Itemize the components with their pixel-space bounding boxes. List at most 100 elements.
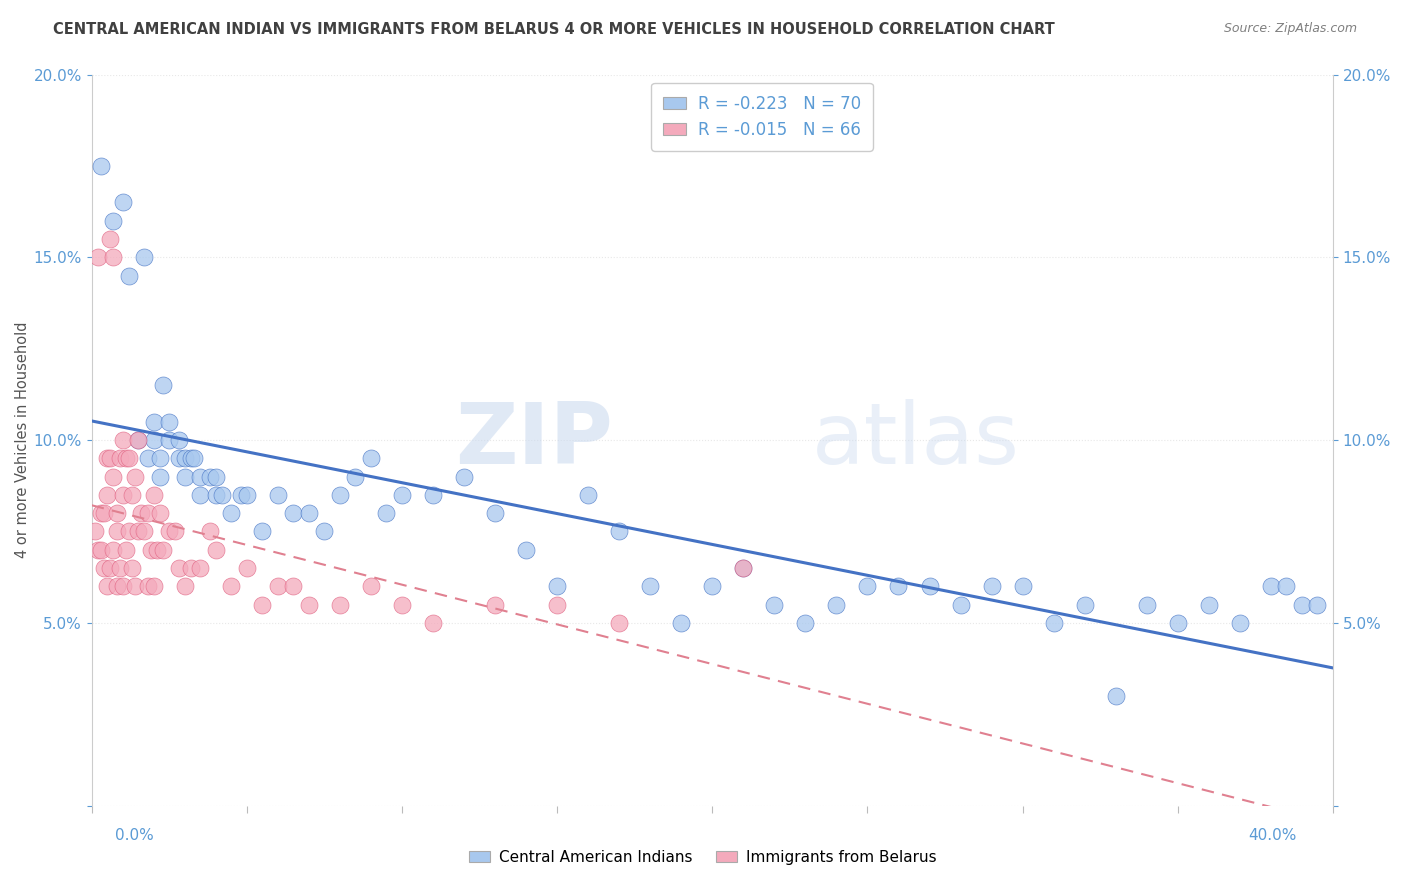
Point: [146, 542, 169, 557]
Point: [221, 506, 243, 520]
Point: [671, 615, 693, 630]
Point: [124, 469, 146, 483]
Point: [298, 598, 321, 612]
Point: [118, 524, 141, 539]
Point: [205, 542, 228, 557]
Point: [157, 433, 180, 447]
Point: [329, 598, 352, 612]
Point: [96, 579, 118, 593]
Point: [87, 542, 110, 557]
Point: [105, 506, 128, 520]
Point: [165, 524, 187, 539]
Point: [96, 451, 118, 466]
Point: [188, 561, 211, 575]
Point: [1105, 689, 1128, 703]
Point: [157, 415, 180, 429]
Point: [105, 579, 128, 593]
Text: atlas: atlas: [811, 399, 1019, 482]
Point: [136, 506, 159, 520]
Point: [127, 524, 149, 539]
Point: [198, 524, 221, 539]
Point: [108, 561, 131, 575]
Point: [127, 433, 149, 447]
Point: [422, 488, 444, 502]
Point: [157, 524, 180, 539]
Point: [173, 579, 195, 593]
Point: [98, 561, 121, 575]
Point: [252, 524, 274, 539]
Point: [607, 524, 630, 539]
Point: [183, 451, 205, 466]
Point: [360, 451, 382, 466]
Point: [918, 579, 941, 593]
Point: [702, 579, 724, 593]
Point: [149, 451, 172, 466]
Point: [229, 488, 252, 502]
Point: [360, 579, 382, 593]
Point: [180, 451, 202, 466]
Point: [1042, 615, 1064, 630]
Point: [205, 488, 228, 502]
Point: [422, 615, 444, 630]
Point: [607, 615, 630, 630]
Point: [173, 469, 195, 483]
Point: [329, 488, 352, 502]
Text: ZIP: ZIP: [456, 399, 613, 482]
Point: [142, 433, 165, 447]
Point: [93, 561, 115, 575]
Y-axis label: 4 or more Vehicles in Household: 4 or more Vehicles in Household: [15, 322, 30, 558]
Point: [90, 542, 112, 557]
Point: [167, 451, 190, 466]
Point: [152, 378, 174, 392]
Point: [152, 542, 174, 557]
Legend: R = -0.223   N = 70, R = -0.015   N = 66: R = -0.223 N = 70, R = -0.015 N = 66: [651, 83, 873, 151]
Point: [283, 506, 305, 520]
Point: [1260, 579, 1282, 593]
Point: [763, 598, 786, 612]
Point: [108, 451, 131, 466]
Text: Source: ZipAtlas.com: Source: ZipAtlas.com: [1223, 22, 1357, 36]
Point: [205, 469, 228, 483]
Point: [142, 579, 165, 593]
Point: [167, 433, 190, 447]
Point: [1136, 598, 1159, 612]
Point: [83, 524, 105, 539]
Point: [794, 615, 817, 630]
Point: [267, 488, 290, 502]
Point: [188, 469, 211, 483]
Point: [103, 250, 125, 264]
Point: [1275, 579, 1298, 593]
Point: [167, 561, 190, 575]
Text: 40.0%: 40.0%: [1249, 828, 1296, 843]
Point: [188, 488, 211, 502]
Point: [1198, 598, 1220, 612]
Point: [1306, 598, 1329, 612]
Point: [949, 598, 972, 612]
Legend: Central American Indians, Immigrants from Belarus: Central American Indians, Immigrants fro…: [463, 844, 943, 871]
Point: [87, 250, 110, 264]
Point: [115, 542, 138, 557]
Point: [453, 469, 475, 483]
Point: [134, 250, 156, 264]
Point: [221, 579, 243, 593]
Point: [1167, 615, 1189, 630]
Point: [236, 488, 259, 502]
Point: [180, 561, 202, 575]
Point: [733, 561, 755, 575]
Point: [103, 542, 125, 557]
Point: [149, 469, 172, 483]
Point: [121, 561, 143, 575]
Point: [1073, 598, 1095, 612]
Point: [103, 469, 125, 483]
Point: [127, 433, 149, 447]
Point: [484, 506, 506, 520]
Point: [211, 488, 233, 502]
Point: [344, 469, 367, 483]
Point: [136, 451, 159, 466]
Point: [1229, 615, 1251, 630]
Point: [314, 524, 336, 539]
Point: [576, 488, 599, 502]
Point: [118, 268, 141, 283]
Point: [121, 488, 143, 502]
Point: [105, 524, 128, 539]
